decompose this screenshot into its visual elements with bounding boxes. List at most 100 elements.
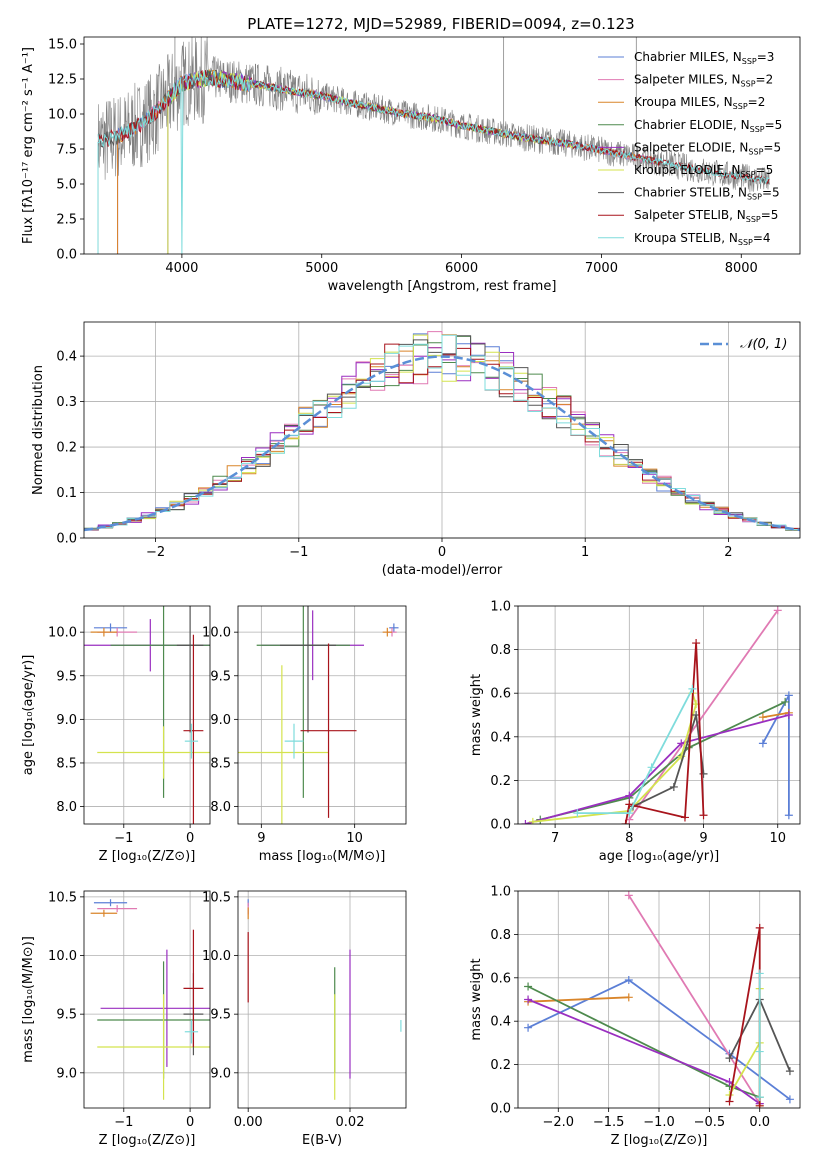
model-spectrum-kroupa_stelib <box>97 70 770 254</box>
marker-kroupa_stelib <box>755 1047 764 1056</box>
marker-salpeter_stelib <box>692 639 701 648</box>
y-tick-label: 8.5 <box>210 756 231 771</box>
panel-weight_vs_age: 7 8 9 10 0.0 0.2 0.4 0.6 0.8 1.0 age [log₁₀(age/yr… <box>469 600 801 864</box>
marker-salpeter_elodie <box>625 791 634 800</box>
y-tick-label: 10.0 <box>202 626 231 641</box>
y-tick-label: 9.5 <box>56 1008 77 1023</box>
x-tick-label: 10 <box>769 831 786 846</box>
y-tick-label: 0.4 <box>490 1015 511 1030</box>
y-tick-label: 1.0 <box>490 885 511 900</box>
x-tick-label: 1 <box>581 545 589 560</box>
x-axis-label: Z [log₁₀(Z/Z⊙)] <box>99 1133 196 1148</box>
marker-salpeter_miles <box>773 606 782 615</box>
y-tick-label: 0.8 <box>490 928 511 943</box>
x-tick-label: 7000 <box>585 261 618 276</box>
marker-chabrier_stelib <box>785 1067 794 1076</box>
panel-spectrum: 4000 5000 6000 7000 8000 0.0 2.5 5.0 7.5 10.0 12.5… <box>21 36 801 294</box>
legend-entry-chabrier_elodie: Chabrier ELODIE, NSSP=5 <box>634 118 782 134</box>
x-tick-label: 4000 <box>165 261 198 276</box>
point-kroupa_miles <box>382 627 392 637</box>
point-kroupa_stelib <box>184 723 199 759</box>
point-kroupa_stelib <box>184 1020 199 1044</box>
x-tick-label: 0 <box>438 545 446 560</box>
legend-entry-chabrier_miles: Chabrier MILES, NSSP=3 <box>634 50 774 66</box>
plot-area-residuals <box>84 331 800 532</box>
axes-frame <box>517 605 801 825</box>
marker-chabrier_miles <box>784 811 793 820</box>
axes-frame <box>83 321 801 539</box>
marker-salpeter_stelib <box>725 1097 734 1106</box>
point-kroupa_miles <box>90 627 118 637</box>
plot-area-spectrum <box>97 37 770 254</box>
x-tick-label: −1 <box>289 545 308 560</box>
series-line-kroupa_elodie <box>728 988 761 1106</box>
marker-salpeter_stelib <box>621 820 630 824</box>
y-tick-label: 9.0 <box>210 1066 231 1081</box>
y-axis-label: age [log₁₀(age/yr)] <box>21 655 36 776</box>
x-tick-label: −1.0 <box>643 1115 675 1130</box>
x-axis-label: (data-model)/error <box>382 563 503 578</box>
marker-kroupa_stelib <box>755 969 764 978</box>
y-tick-label: 0.0 <box>56 532 77 547</box>
point-salpeter_stelib <box>183 634 204 824</box>
panel-weight_vs_Z: −2.0 −1.5 −1.0 −0.5 0.0 0.0 0.2 0.4 0.6 0.8 1.0 Z [… <box>469 885 801 1148</box>
axes-frame <box>237 890 407 1109</box>
point-kroupa_elodie <box>97 726 210 779</box>
y-tick-label: 0.6 <box>490 971 511 986</box>
x-tick-label: 0 <box>186 1115 194 1130</box>
x-tick-label: 8 <box>625 831 633 846</box>
y-tick-label: 9.0 <box>210 713 231 728</box>
point-chabrier_miles <box>93 899 128 907</box>
x-tick-label: −2 <box>146 545 165 560</box>
y-tick-label: 0.4 <box>56 350 77 365</box>
y-tick-label: 0.4 <box>490 730 511 745</box>
marker-salpeter_elodie <box>677 739 686 748</box>
x-tick-label: −2.0 <box>542 1115 574 1130</box>
x-tick-label: −1 <box>114 831 133 846</box>
marker-kroupa_elodie <box>528 817 537 824</box>
panel-age_vs_Z: −1 0 8.0 8.5 9.0 9.5 10.0 Z [log₁₀(Z/Z⊙)] age [l… <box>21 605 211 864</box>
x-tick-label: 0.02 <box>336 1115 365 1130</box>
x-axis-label: wavelength [Angstrom, rest frame] <box>328 279 557 294</box>
series-line-salpeter_elodie <box>525 714 790 824</box>
figure-title: PLATE=1272, MJD=52989, FIBERID=0094, z=0… <box>247 15 634 33</box>
legend-entry-kroupa_elodie: Kroupa ELODIE, NSSP=5 <box>634 163 773 179</box>
panel-age_vs_mass: 9 10 8.0 8.5 9.0 9.5 10.0 mass [log₁₀(M/M⊙)] <box>202 605 407 864</box>
y-tick-label: 10.0 <box>48 949 77 964</box>
point-chabrier_miles <box>389 623 399 633</box>
y-tick-label: 12.5 <box>48 73 77 88</box>
y-tick-label: 8.0 <box>56 800 77 815</box>
y-tick-label: 10.5 <box>202 890 231 905</box>
legend-entry-kroupa_stelib: Kroupa STELIB, NSSP=4 <box>634 231 771 247</box>
point-kroupa_elodie <box>238 665 329 824</box>
marker-chabrier_miles <box>784 691 793 700</box>
y-tick-label: 1.0 <box>490 600 511 615</box>
x-tick-label: −1 <box>114 1115 133 1130</box>
y-tick-label: 10.0 <box>202 949 231 964</box>
y-tick-label: 9.0 <box>56 713 77 728</box>
marker-chabrier_miles <box>758 739 767 748</box>
y-axis-label: mass [log₁₀(M/M⊙)] <box>21 936 36 1063</box>
plot-area-age_vs_Z <box>84 606 210 824</box>
histogram-kroupa_stelib <box>84 334 800 530</box>
axes-frame <box>83 605 211 825</box>
plot-area-mass_vs_ebv <box>247 899 402 1100</box>
marker-chabrier_miles <box>785 1095 794 1104</box>
point-salpeter_miles <box>97 905 138 913</box>
y-tick-label: 2.5 <box>56 213 77 228</box>
x-tick-label: 0.00 <box>234 1115 263 1130</box>
marker-chabrier_stelib <box>669 782 678 791</box>
marker-kroupa_stelib <box>625 809 634 818</box>
marker-salpeter_stelib <box>755 923 764 932</box>
y-tick-label: 0.2 <box>490 774 511 789</box>
gaussian-curve <box>84 355 800 532</box>
axes-frame <box>83 890 211 1109</box>
series-line-kroupa_miles <box>762 711 790 719</box>
marker-chabrier_stelib <box>725 1054 734 1063</box>
x-tick-label: 10 <box>346 831 363 846</box>
series-line-salpeter_miles <box>628 894 761 1105</box>
legend-entry-salpeter_stelib: Salpeter STELIB, NSSP=5 <box>634 208 778 224</box>
panel-residuals: −2 −1 0 1 2 0.0 0.1 0.2 0.3 0.4 (data-model)/error… <box>31 321 801 578</box>
x-tick-label: 6000 <box>445 261 478 276</box>
marker-salpeter_miles <box>624 891 633 900</box>
